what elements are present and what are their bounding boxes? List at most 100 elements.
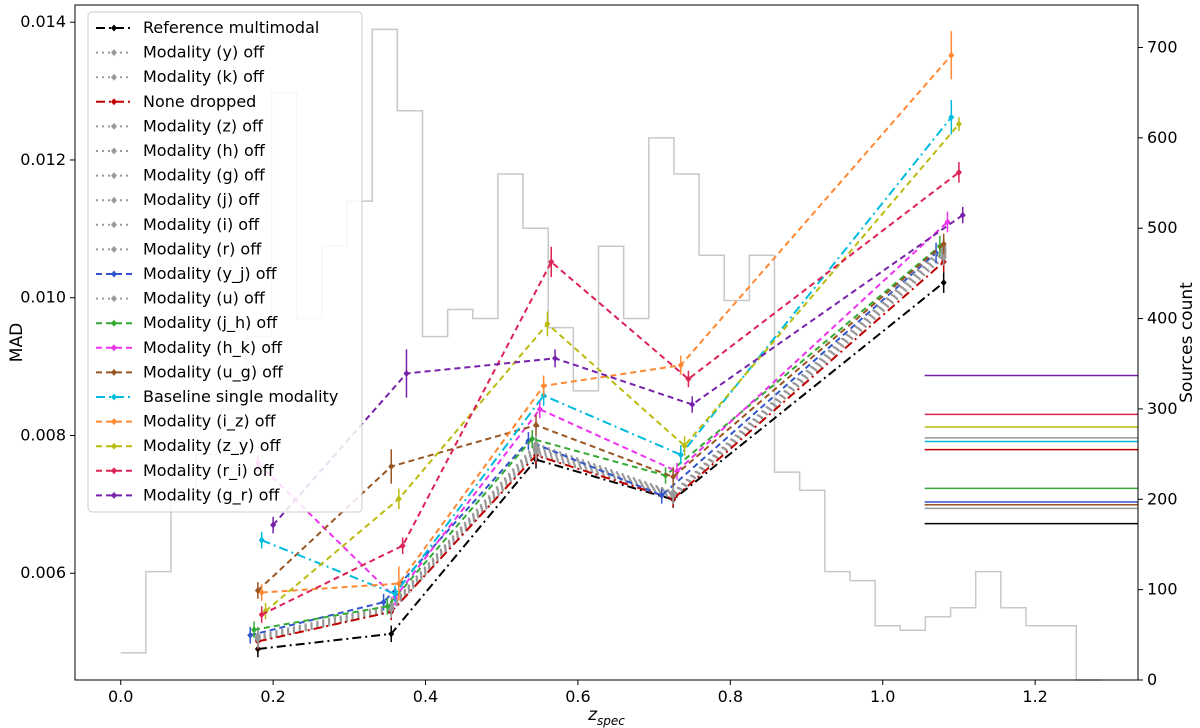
x-tick-label: 0.8 bbox=[718, 687, 743, 706]
series-line bbox=[261, 171, 960, 616]
legend-entry: Modality (y) off bbox=[96, 43, 265, 62]
x-axis-label: zspec bbox=[587, 705, 625, 728]
data-point bbox=[948, 113, 955, 121]
data-point bbox=[254, 631, 261, 639]
data-point bbox=[258, 611, 265, 619]
data-point bbox=[540, 382, 547, 390]
legend-marker bbox=[111, 467, 117, 475]
x-tick-label: 1.2 bbox=[1022, 687, 1047, 706]
legend-entry: Modality (h_k) off bbox=[96, 338, 283, 358]
legend-label: Modality (r_i) off bbox=[143, 461, 275, 481]
legend-entry: None dropped bbox=[96, 92, 256, 111]
legend-marker bbox=[111, 418, 117, 426]
data-point bbox=[251, 626, 258, 634]
legend-entry: Baseline single modality bbox=[96, 387, 338, 406]
count-lines bbox=[924, 374, 1138, 525]
y2-tick-label: 400 bbox=[1147, 309, 1178, 328]
data-point bbox=[388, 630, 395, 638]
legend-marker bbox=[111, 24, 117, 32]
legend-marker bbox=[111, 221, 117, 229]
data-point bbox=[685, 375, 692, 383]
legend-entry: Modality (u) off bbox=[96, 289, 266, 308]
data-point bbox=[670, 488, 677, 496]
series-16 bbox=[258, 31, 955, 601]
data-point bbox=[392, 590, 399, 598]
x-tick-label: 0.0 bbox=[108, 687, 133, 706]
data-point bbox=[380, 598, 387, 606]
legend-entry: Modality (j_h) off bbox=[96, 313, 278, 333]
legend-marker bbox=[111, 245, 117, 253]
legend-entry: Modality (g) off bbox=[96, 166, 266, 185]
series-19 bbox=[270, 206, 966, 534]
data-point bbox=[395, 495, 402, 503]
y2-tick-label: 100 bbox=[1147, 580, 1178, 599]
series-15 bbox=[258, 100, 955, 603]
y-tick-label: 0.014 bbox=[20, 12, 66, 31]
legend-entry: Modality (i_z) off bbox=[96, 412, 276, 432]
legend-label: Modality (g) off bbox=[143, 166, 266, 185]
y2-axis-label: Sources count bbox=[1177, 282, 1197, 403]
data-point bbox=[681, 442, 688, 450]
legend-marker bbox=[111, 270, 117, 278]
series-line bbox=[264, 123, 960, 612]
data-point bbox=[270, 521, 277, 529]
x-tick-label: 0.2 bbox=[260, 687, 285, 706]
legend-label: Modality (i) off bbox=[143, 215, 260, 234]
y2-tick-label: 600 bbox=[1147, 128, 1178, 147]
data-point bbox=[955, 120, 962, 128]
legend: Reference multimodal Modality (y) off Moda… bbox=[87, 11, 363, 513]
data-point bbox=[548, 258, 555, 266]
legend-marker bbox=[111, 491, 117, 499]
y-axis-label: MAD bbox=[7, 323, 27, 362]
series-line bbox=[261, 116, 953, 596]
legend-marker bbox=[111, 122, 117, 130]
series-line bbox=[257, 246, 945, 637]
legend-label: Modality (h_k) off bbox=[143, 338, 283, 358]
data-point bbox=[544, 320, 551, 328]
legend-marker bbox=[111, 393, 117, 401]
legend-entry: Modality (g_r) off bbox=[96, 485, 280, 505]
x-axis-ticks: 0.0 0.2 0.4 0.6 0.8 1.0 1.2 bbox=[108, 680, 1048, 706]
data-point bbox=[940, 279, 947, 287]
legend-entry: Modality (u_g) off bbox=[96, 362, 284, 382]
data-point bbox=[955, 168, 962, 176]
data-point bbox=[384, 602, 391, 610]
legend-label: Modality (u_g) off bbox=[143, 362, 284, 382]
legend-box bbox=[87, 11, 363, 513]
legend-label: Modality (k) off bbox=[143, 67, 265, 86]
data-point bbox=[689, 400, 696, 408]
legend-marker bbox=[111, 172, 117, 180]
legend-entry: Modality (y_j) off bbox=[96, 264, 278, 284]
legend-label: Reference multimodal bbox=[143, 18, 319, 37]
data-point bbox=[552, 354, 559, 362]
data-point bbox=[948, 51, 955, 59]
legend-marker bbox=[111, 368, 117, 376]
data-point bbox=[247, 631, 254, 639]
legend-label: Modality (y) off bbox=[143, 43, 265, 62]
y-tick-label: 0.006 bbox=[20, 563, 66, 582]
series-17 bbox=[262, 117, 962, 620]
legend-entry: Modality (r) off bbox=[96, 239, 262, 258]
series-18 bbox=[258, 162, 962, 623]
data-point bbox=[533, 440, 540, 448]
data-point bbox=[536, 405, 543, 413]
series-line bbox=[257, 257, 945, 642]
legend-label: Modality (r) off bbox=[143, 239, 262, 258]
legend-entry: Modality (z_y) off bbox=[96, 436, 282, 456]
data-point bbox=[940, 240, 947, 248]
legend-entry: Modality (k) off bbox=[96, 67, 265, 86]
series-line bbox=[257, 252, 945, 640]
y2-tick-label: 300 bbox=[1147, 399, 1178, 418]
legend-label: Baseline single modality bbox=[143, 387, 338, 406]
y2-tick-label: 200 bbox=[1147, 489, 1178, 508]
data-point bbox=[677, 451, 684, 459]
data-point bbox=[677, 361, 684, 369]
legend-marker bbox=[111, 344, 117, 352]
legend-label: Modality (i_z) off bbox=[143, 412, 276, 432]
y2-tick-label: 700 bbox=[1147, 37, 1178, 56]
legend-label: Modality (z) off bbox=[143, 116, 264, 135]
y2-tick-label: 500 bbox=[1147, 218, 1178, 237]
legend-marker bbox=[111, 49, 117, 57]
legend-label: Modality (y_j) off bbox=[143, 264, 278, 284]
series-line bbox=[253, 245, 941, 631]
